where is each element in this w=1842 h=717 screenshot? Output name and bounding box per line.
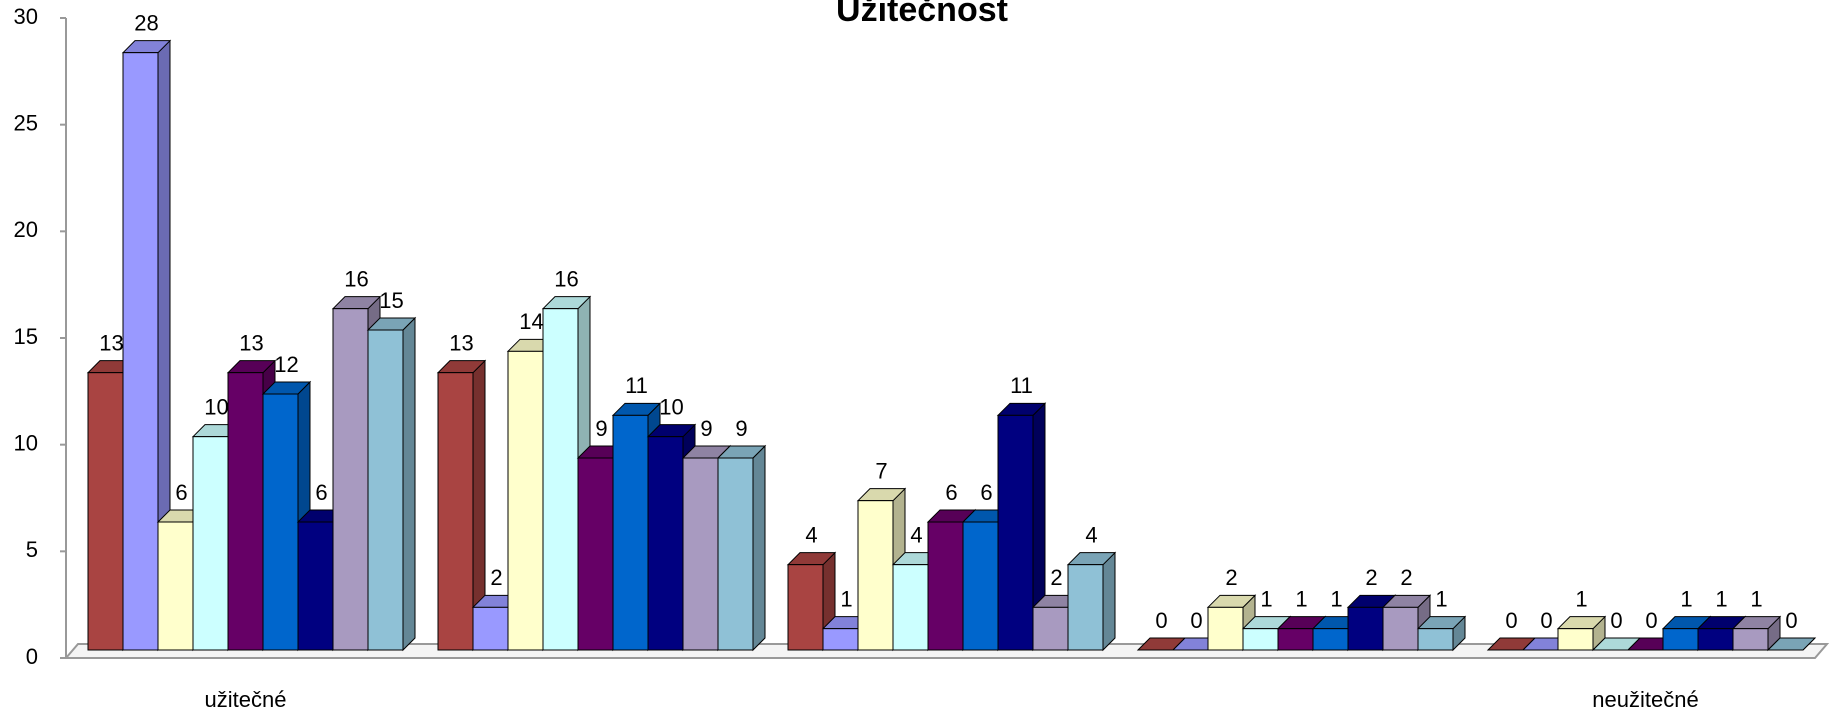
bar (1697, 628, 1734, 651)
y-tick-label: 10 (14, 430, 38, 455)
bar (962, 521, 999, 651)
bar (507, 350, 544, 651)
value-label: 16 (344, 266, 368, 291)
bar (1732, 628, 1769, 651)
value-label: 1 (1330, 586, 1342, 611)
bar (1557, 628, 1594, 651)
bar (297, 521, 334, 651)
bar (1067, 564, 1104, 651)
bar (822, 628, 859, 651)
y-tick-label: 30 (14, 4, 38, 29)
value-label: 2 (1400, 565, 1412, 590)
value-label: 0 (1610, 608, 1622, 633)
bar (1382, 606, 1419, 651)
y-tick-label: 15 (14, 324, 38, 349)
value-label: 0 (1540, 608, 1552, 633)
value-label: 1 (1750, 586, 1762, 611)
bar (227, 372, 264, 651)
value-label: 2 (1365, 565, 1377, 590)
bar (192, 436, 229, 651)
bar (892, 564, 929, 651)
bar-side (1102, 551, 1116, 652)
bar-side (752, 444, 766, 652)
value-label: 1 (1435, 586, 1447, 611)
value-label: 0 (1645, 608, 1657, 633)
value-label: 2 (1050, 565, 1062, 590)
value-label: 4 (805, 522, 817, 547)
bar (1347, 606, 1384, 651)
value-label: 13 (449, 330, 473, 355)
value-label: 10 (659, 394, 683, 419)
value-label: 1 (1575, 586, 1587, 611)
value-label: 12 (274, 352, 298, 377)
bar (682, 457, 719, 651)
value-label: 6 (945, 480, 957, 505)
value-label: 9 (700, 416, 712, 441)
value-label: 0 (1190, 608, 1202, 633)
bar (437, 372, 474, 651)
value-label: 0 (1785, 608, 1797, 633)
value-label: 7 (875, 458, 887, 483)
value-label: 16 (554, 266, 578, 291)
bar (927, 521, 964, 651)
value-label: 1 (1260, 586, 1272, 611)
bar (857, 500, 894, 651)
bar (1662, 628, 1699, 651)
bar (997, 414, 1034, 651)
bar (122, 52, 159, 651)
value-label: 9 (735, 416, 747, 441)
bar (577, 457, 614, 651)
bar (542, 308, 579, 651)
value-label: 2 (490, 565, 502, 590)
bar (1207, 606, 1244, 651)
value-label: 1 (1680, 586, 1692, 611)
value-label: 28 (134, 10, 158, 35)
y-tick-label: 5 (26, 537, 38, 562)
bar (647, 436, 684, 651)
bar (472, 606, 509, 651)
bar (1032, 606, 1069, 651)
value-label: 1 (1715, 586, 1727, 611)
value-label: 1 (1295, 586, 1307, 611)
bar (1417, 628, 1454, 651)
bar (87, 372, 124, 651)
value-label: 2 (1225, 565, 1237, 590)
value-label: 1 (840, 586, 852, 611)
bar-side (402, 316, 416, 652)
value-label: 10 (204, 394, 228, 419)
bar (1242, 628, 1279, 651)
value-label: 11 (1010, 373, 1033, 398)
value-label: 14 (519, 309, 543, 334)
bar (157, 521, 194, 651)
value-label: 0 (1155, 608, 1167, 633)
bar (367, 329, 404, 651)
value-label: 13 (239, 330, 263, 355)
bar (1312, 628, 1349, 651)
bar-top (1766, 637, 1817, 651)
value-label: 15 (379, 288, 403, 313)
value-label: 6 (315, 480, 327, 505)
value-label: 6 (980, 480, 992, 505)
x-tick-label: neužitečné (1592, 687, 1698, 712)
bar (332, 308, 369, 651)
bar (787, 564, 824, 651)
value-label: 0 (1505, 608, 1517, 633)
bar (262, 393, 299, 651)
bar (1277, 628, 1314, 651)
y-tick-label: 20 (14, 217, 38, 242)
value-label: 4 (910, 522, 922, 547)
bar (612, 414, 649, 651)
value-label: 4 (1085, 522, 1097, 547)
value-label: 6 (175, 480, 187, 505)
x-tick-label: užitečné (205, 687, 287, 712)
value-label: 9 (595, 416, 607, 441)
value-label: 11 (625, 373, 648, 398)
y-tick-label: 25 (14, 110, 38, 135)
y-tick-label: 0 (26, 644, 38, 669)
bar (717, 457, 754, 651)
value-label: 13 (99, 330, 123, 355)
chart-title: Užitečnost (836, 0, 1008, 29)
